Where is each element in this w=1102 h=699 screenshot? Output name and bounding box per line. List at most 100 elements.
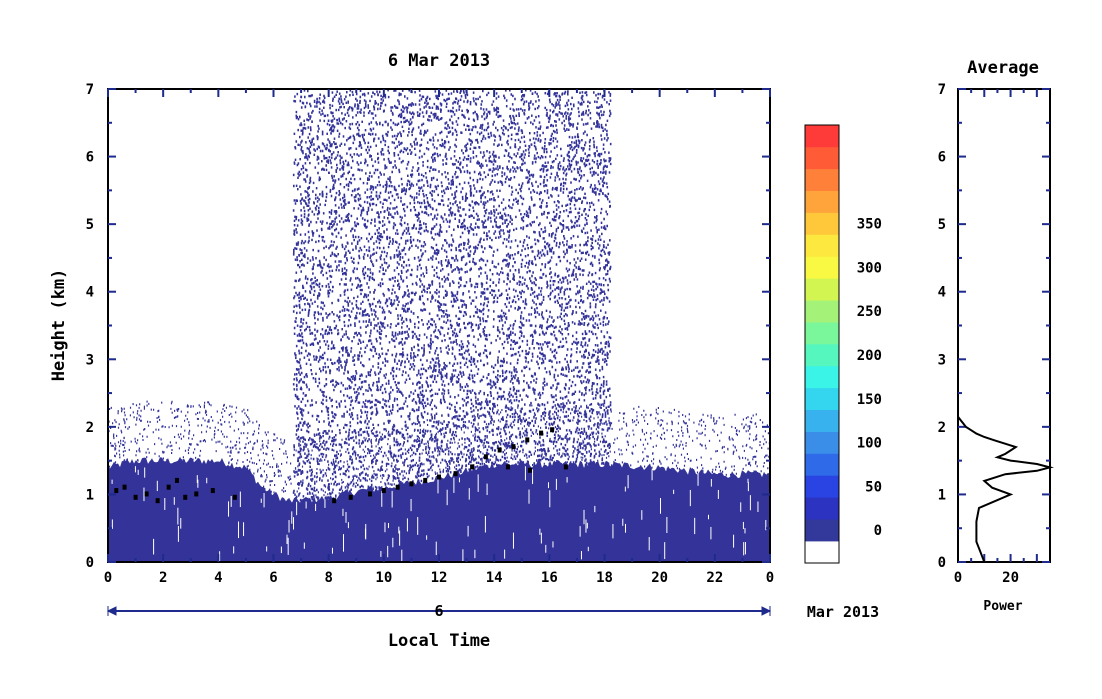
x-tick-label: 10 [375,570,392,586]
y-tick-label: 2 [86,420,94,436]
boundary-layer-gap [263,493,265,508]
colorbar-segment [805,541,839,564]
boundary-layer-gap [380,550,382,557]
boundary-layer-gap [641,510,643,520]
x-tick-label: 14 [486,570,503,586]
boundary-layer-gap [555,478,557,490]
boundary-layer-gap [144,467,146,478]
marked-point [550,427,555,433]
marked-point [210,488,215,494]
boundary-layer-gap [532,469,534,484]
boundary-layer-gap [486,483,488,496]
boundary-layer-fill [108,456,770,562]
boundary-layer-gap [651,469,653,481]
colorbar-tick-label: 150 [857,392,882,408]
marked-point [381,488,386,494]
x-tick-label: 4 [214,570,222,586]
marked-point [497,447,502,453]
colorbar-segment [805,475,839,498]
boundary-layer-gap [462,549,464,562]
marked-point [528,467,533,473]
boundary-layer-gap [406,518,408,532]
colorbar-tick-label: 350 [857,217,882,233]
colorbar-segment [805,125,839,148]
boundary-layer-gap [296,501,298,516]
boundary-layer-gap [446,489,448,506]
boundary-layer-gap [417,517,419,535]
boundary-layer-gap [219,551,221,562]
marked-point [348,494,353,500]
boundary-layer-gap [477,474,479,492]
marked-point [423,477,428,483]
colorbar-segment [805,212,839,235]
boundary-layer-gap [331,547,333,554]
boundary-layer-gap [391,490,393,508]
boundary-layer-gap [288,520,290,533]
marked-point [409,481,414,487]
x-tick-label: 20 [651,570,668,586]
boundary-layer-gap [707,514,709,520]
boundary-layer-gap [710,526,712,540]
colorbar-segment [805,278,839,301]
marked-point [155,498,160,504]
marked-point [144,491,149,497]
boundary-layer-gap [364,528,366,539]
boundary-layer-gap [733,534,735,548]
colorbar-segment [805,365,839,389]
boundary-layer-gap [343,534,345,552]
marked-point [122,484,127,490]
boundary-layer-gap [743,542,745,556]
boundary-layer-gap [742,521,744,530]
marked-point [332,498,337,504]
marked-point [539,430,544,436]
boundary-layer-gap [539,528,541,535]
average-axes: 0 1 2 3 4 5 6 7 0 20 [938,82,1051,586]
boundary-layer-gap [579,526,581,537]
boundary-layer-gap [230,495,232,507]
marked-point [183,494,188,500]
boundary-layer-gap [401,549,403,562]
x-tick-label: 22 [706,570,723,586]
date-axis: 6 Mar 2013 [106,602,879,621]
boundary-layer-gap [566,477,568,483]
average-x-tick-label: 0 [954,570,962,586]
boundary-layer-gap [648,537,650,551]
y-tick-label: 4 [86,285,94,301]
colorbar: 0 50 100 150 200 250 300 350 [804,124,882,564]
x-tick-label: 0 [104,570,112,586]
marked-point [174,477,179,483]
x-tick-label: 18 [596,570,613,586]
boundary-layer-gap [624,523,626,533]
boundary-layer-gap [177,526,179,542]
boundary-layer-gap [627,475,629,489]
y-tick-label: 3 [86,352,94,368]
boundary-layer-gap [697,471,699,486]
boundary-layer-gap [540,532,542,544]
x-tick-label: 16 [541,570,558,586]
marked-point [133,494,138,500]
boundary-layer-gap [197,479,199,488]
boundary-layer-gap [467,525,469,537]
boundary-layer-gap [689,489,691,507]
colorbar-segment [805,190,839,213]
boundary-layer-gap [134,466,136,473]
boundary-layer-gap [387,545,389,558]
boundary-layer-gap [164,497,166,510]
colorbar-tick-label: 50 [865,479,882,495]
boundary-layer-gap [315,503,317,511]
boundary-layer-gap [293,517,295,530]
boundary-layer-gap [744,542,746,555]
colorbar-segment [805,453,839,476]
marked-point [453,471,458,477]
boundary-layer-gap [586,522,588,529]
boundary-layer-gap [137,469,139,475]
boundary-layer-gap [512,532,514,549]
boundary-layer-gap [345,512,347,523]
x-tick-label: 12 [431,570,448,586]
boundary-layer-gap [347,522,349,529]
y-tick-label: 1 [86,487,94,503]
boundary-layer-gap [196,475,198,483]
boundary-layer-gap [399,530,401,546]
